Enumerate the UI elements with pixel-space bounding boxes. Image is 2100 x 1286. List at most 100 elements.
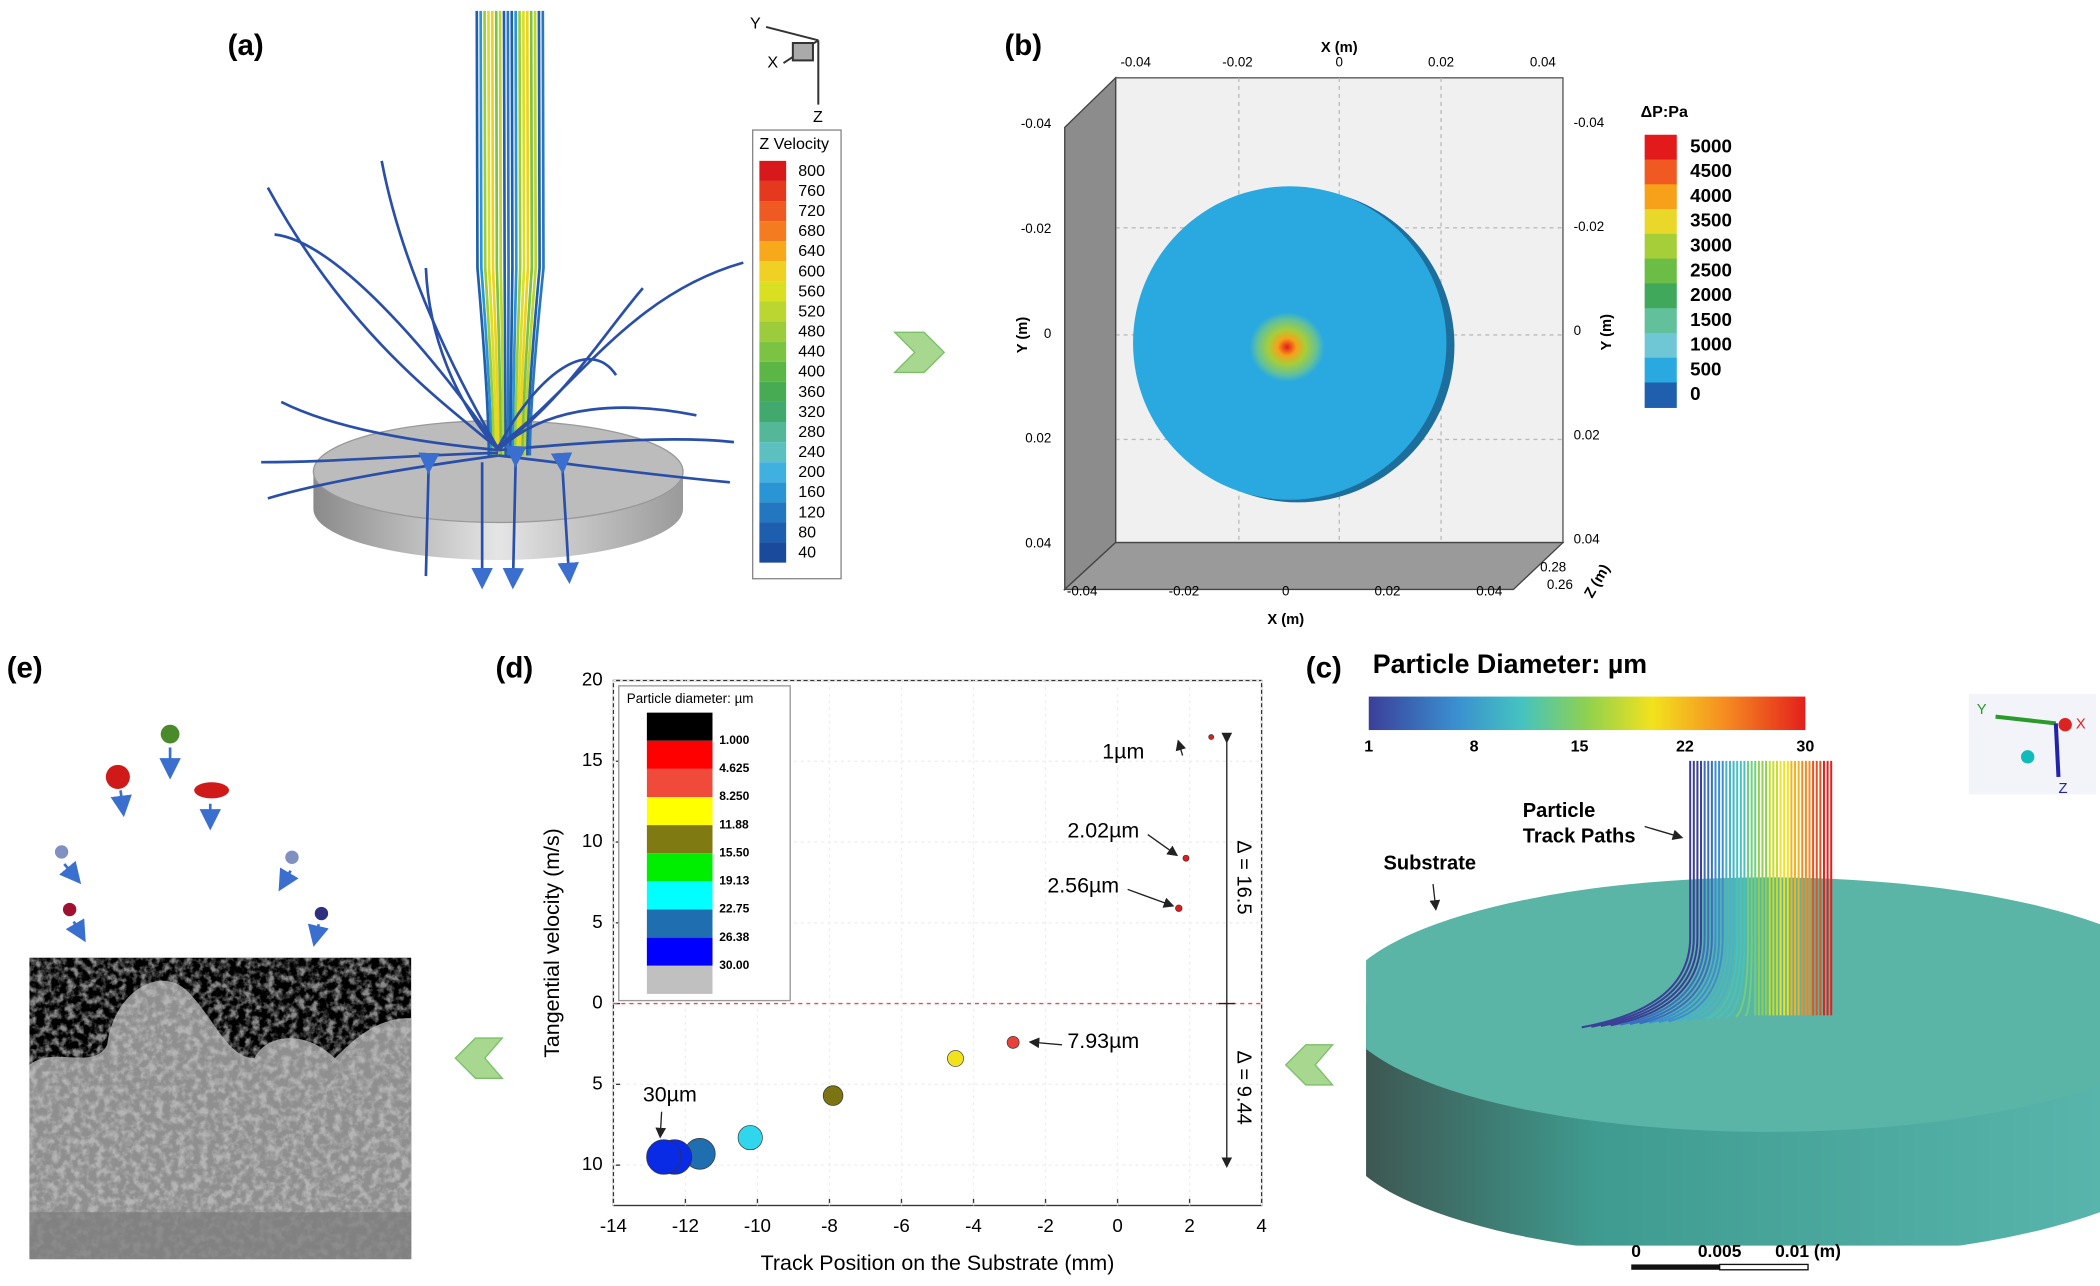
y-tick-label: 10 [582,830,603,851]
point [737,1125,763,1151]
legend: Particle diameter: µm 1.000 4.625 8.250 11.8… [618,685,791,1002]
legend-label: 720 [798,202,825,220]
streamline [506,10,510,456]
annotation: 2.56µm [1047,873,1119,897]
legend-swatch [759,482,787,503]
point [947,1050,964,1067]
legend-label: 160 [798,483,825,501]
legend-swatch [759,422,787,443]
streamline [475,10,491,456]
legend-label: 5000 [1690,135,1732,156]
y-tick-label: 0.02 [1025,431,1051,446]
legend-swatch [1644,134,1677,161]
legend-swatch [1644,233,1677,260]
axis-label: X (m) [1267,612,1304,628]
x-tick-label: 0 [1112,1215,1122,1236]
x-tick-label: 0.02 [1374,584,1400,599]
legend-label: 800 [798,162,825,180]
panel-a-part-part [497,406,697,452]
x-tick-label: -0.02 [1222,55,1253,70]
track-path [1658,760,1721,1023]
streamline [521,10,534,456]
panel-e-part [59,747,329,947]
panel-d: -14 -12 -10 -8 -6 -4 -2 0 2 4 20 15 10 5 0 5 10 Track Pos… [540,668,1267,1275]
legend-label: 30.00 [719,958,749,972]
legend-swatch [646,768,713,798]
y-tick-label: -0.02 [1574,219,1604,234]
panel-c-part [1366,877,2100,1246]
panel-c-part [2020,750,2035,764]
streamline [526,10,541,456]
panel-c-part: 0 0.005 0.01 (m) [1631,1241,1841,1271]
legend-label: 19.13 [719,874,749,888]
legend-label: 760 [798,182,825,200]
panel-e-part-part [59,860,82,885]
scale-label: 0.01 (m) [1775,1241,1841,1261]
legend-swatch [759,361,787,382]
annotation-arrow [1175,739,1187,756]
legend-swatch [646,712,713,741]
annotation-arrow [1127,888,1175,908]
legend-swatch [759,221,787,242]
panel-e-part-part [110,790,132,818]
point [646,1139,682,1175]
panel-c-part-part [1366,877,2100,1132]
legend-label: 26.38 [719,930,749,944]
panel-e-part-part [65,918,86,943]
y-tick-label: 5 [592,911,602,932]
legend-label: 280 [798,423,825,441]
x-tick-label: -2 [1037,1215,1054,1236]
legend-swatch [1644,382,1677,408]
point [1208,734,1215,740]
x-tick-label: -12 [672,1215,699,1236]
axis-label: Z [813,108,823,126]
x-tick-label: -14 [600,1215,627,1236]
legend-swatch [759,180,787,202]
legend-label: 0 [1690,383,1700,404]
streamline [502,10,508,456]
legend-swatch [646,825,713,854]
scale-bar [1718,1263,1809,1271]
panel-a-part [475,10,545,456]
legend-swatch [646,853,713,882]
annotation: 1µm [1102,739,1144,763]
colorbar-tick-label: 15 [1571,738,1589,756]
x-axis-label: Track Position on the Substrate (mm) [761,1251,1115,1275]
panel-a-part-part [497,287,644,449]
x-tick-label: -8 [821,1215,838,1236]
legend-swatch [1644,258,1677,285]
track-path [1581,760,1692,1029]
legend-label: 40 [798,544,816,562]
y-tick-label: 15 [582,749,603,770]
panel-c-part [1995,714,2057,726]
axis-label: X [2076,717,2086,733]
legend-label: 4000 [1690,185,1732,206]
legend-label: 240 [798,443,825,461]
legend-swatch [759,341,787,362]
axis-label: Y (m) [1599,314,1615,351]
panel-a-part [261,160,744,584]
x-tick-label: 4 [1256,1215,1266,1236]
legend-swatch [759,522,787,543]
x-tick-label: 0 [1282,584,1289,599]
streamline [514,10,522,456]
annotation: 7.93µm [1067,1029,1139,1053]
panel-a-part-part [765,25,819,42]
panel-e-part [54,845,69,859]
colorbar-tick-label: 1 [1364,738,1373,756]
panel-a-part-part [497,357,618,449]
legend-swatch [646,965,713,994]
point [1175,904,1183,912]
legend-label: 560 [798,282,825,300]
track-path [1610,760,1703,1027]
legend-swatch [1644,159,1677,185]
legend-swatch [759,502,787,523]
y-tick-label: 5 [592,1072,602,1093]
legend-swatch [759,201,787,222]
panel-e [29,724,412,1260]
legend-label: 640 [798,242,825,260]
streamline [490,10,500,456]
panel-c-part [1429,883,1441,911]
x-tick-label: -0.04 [1120,55,1151,70]
